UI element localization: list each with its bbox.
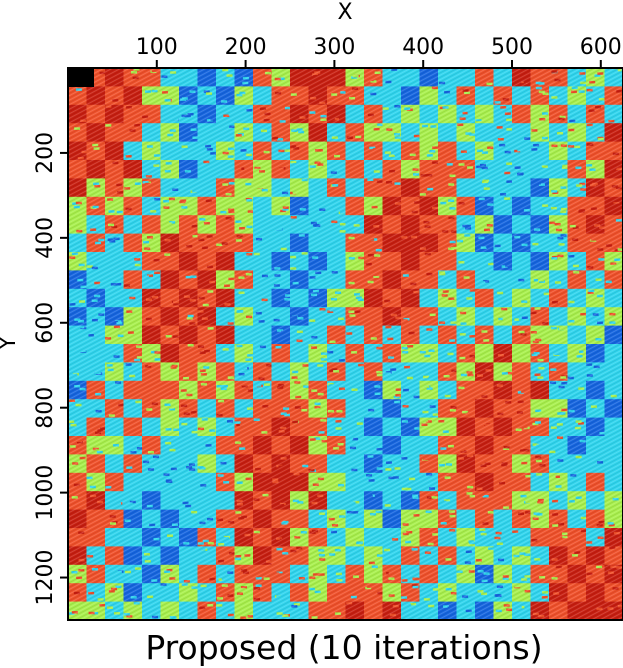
- heatmap-speckle: [131, 625, 137, 628]
- heatmap-speckle: [209, 622, 215, 625]
- heatmap-cell: [568, 620, 587, 639]
- corner-marker: [68, 68, 94, 87]
- heatmap-speckle: [107, 634, 113, 637]
- heatmap-cell: [586, 620, 605, 639]
- heatmap-speckle: [106, 623, 112, 626]
- heatmap-speckle: [590, 630, 596, 633]
- heatmap-speckle: [99, 628, 105, 631]
- plot-frame: [67, 67, 623, 621]
- heatmap-speckle: [75, 622, 81, 625]
- heatmap-speckle: [470, 624, 476, 627]
- heatmap-speckle: [612, 632, 618, 635]
- y-tick-group: 200 400 600 800 1000 1200: [33, 132, 68, 606]
- heatmap-speckle: [165, 623, 171, 626]
- heatmap-speckle: [88, 635, 94, 638]
- y-tick-label: 200: [33, 132, 58, 174]
- x-tick-label: 200: [225, 35, 267, 60]
- y-tick-label: 1000: [33, 465, 58, 521]
- heatmap-speckle: [576, 627, 582, 630]
- x-tick-label: 500: [491, 35, 533, 60]
- heatmap-cell: [105, 620, 124, 639]
- heatmap-speckle: [77, 627, 83, 630]
- chart-title: Proposed (10 iterations): [145, 628, 542, 667]
- heatmap-speckle: [339, 621, 345, 624]
- heatmap-speckle: [518, 622, 524, 625]
- heatmap-speckle: [552, 633, 558, 636]
- y-tick-label: 600: [33, 302, 58, 344]
- heatmap-cell: [87, 620, 106, 639]
- y-tick-label: 1200: [33, 550, 58, 606]
- heatmap-speckle: [560, 623, 566, 626]
- heatmap-speckle: [327, 625, 333, 628]
- heatmap-speckle: [317, 624, 323, 627]
- heatmap-speckle: [273, 624, 279, 627]
- heatmap-cell: [605, 620, 623, 639]
- x-tick-group: 100 200 300 400 500 600: [136, 35, 622, 68]
- heatmap-speckle: [320, 621, 326, 624]
- x-tick-label: 300: [313, 35, 355, 60]
- heatmap-speckle: [389, 622, 395, 625]
- x-tick-label: 400: [402, 35, 444, 60]
- heatmap-plot-area: [67, 67, 623, 639]
- heatmap-cell: [124, 620, 143, 639]
- heatmap-speckle: [73, 622, 79, 625]
- heatmap-speckle: [443, 622, 449, 625]
- heatmap-speckle: [587, 624, 593, 627]
- heatmap-cell: [68, 620, 87, 639]
- y-tick-label: 400: [33, 217, 58, 259]
- heatmap-speckle: [460, 622, 466, 625]
- heatmap-speckle: [605, 631, 611, 634]
- heatmap-speckle: [575, 629, 581, 632]
- heatmap-speckle: [562, 622, 568, 625]
- y-tick-label: 800: [33, 387, 58, 429]
- heatmap-cell: [549, 620, 568, 639]
- heatmap-speckle: [111, 623, 117, 626]
- heatmap-speckle: [591, 624, 597, 627]
- x-axis-label: X: [337, 0, 352, 25]
- heatmap-speckle: [576, 630, 582, 633]
- heatmap-speckle: [129, 629, 135, 632]
- x-tick-label: 100: [136, 35, 178, 60]
- heatmap-texture-overlay: [68, 68, 623, 620]
- heatmap-speckle: [95, 621, 101, 624]
- heatmap-speckle: [376, 621, 382, 624]
- heatmap-speckle: [610, 628, 616, 631]
- x-tick-label: 600: [580, 35, 622, 60]
- y-axis-label: Y: [0, 336, 21, 351]
